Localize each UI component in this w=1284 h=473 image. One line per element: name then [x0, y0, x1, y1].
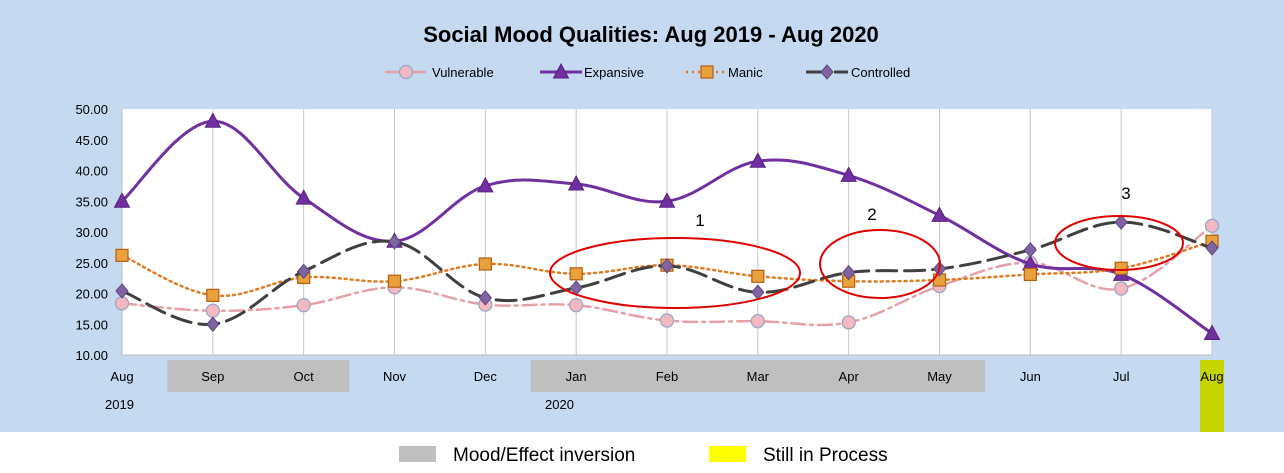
point-manic-10 — [1023, 267, 1037, 282]
shaded-band-0 — [167, 360, 350, 392]
point-manic-3 — [387, 274, 402, 288]
point-manic-5 — [569, 267, 583, 281]
x-tick-label: Dec — [474, 369, 498, 384]
y-tick-label: 40.00 — [75, 164, 108, 179]
point-expansive-4 — [476, 176, 494, 193]
y-tick-label: 35.00 — [75, 194, 108, 209]
point-controlled-1 — [206, 316, 220, 333]
y-tick-label: 25.00 — [75, 256, 108, 271]
point-vulnerable-5 — [569, 298, 584, 313]
point-manic-4 — [478, 257, 492, 271]
shaded-band-1 — [530, 360, 985, 392]
x-tick-label: Nov — [383, 369, 407, 384]
legend-marker-manic — [700, 65, 714, 79]
point-controlled-4 — [478, 290, 492, 306]
point-vulnerable-7 — [750, 314, 765, 329]
x-tick-label: Jan — [566, 369, 587, 384]
legend-marker-vulnerable — [398, 64, 414, 80]
y-tick-label: 30.00 — [75, 225, 108, 240]
annotation-ellipse-2 — [819, 229, 941, 299]
y-tick-label: 10.00 — [75, 348, 108, 363]
series-controlled — [115, 214, 1219, 333]
x-tick-label: Jun — [1020, 369, 1041, 384]
legend-item-expansive: Expansive — [540, 62, 644, 80]
annotation-label-3: 3 — [1121, 184, 1130, 203]
annotation-label-2: 2 — [867, 205, 876, 224]
legend-label-expansive: Expansive — [584, 65, 644, 80]
point-controlled-10 — [1023, 242, 1037, 258]
legend-item-manic: Manic — [686, 65, 763, 80]
point-controlled-2 — [297, 263, 311, 280]
point-expansive-7 — [749, 152, 767, 168]
shaded-band-2 — [1200, 360, 1224, 432]
point-vulnerable-8 — [841, 315, 856, 330]
point-expansive-9 — [931, 206, 948, 222]
legend-label-manic: Manic — [728, 65, 763, 80]
legend-label-vulnerable: Vulnerable — [432, 65, 494, 80]
y-tick-label: 50.00 — [75, 102, 108, 117]
year-label: 2019 — [105, 397, 134, 412]
point-expansive-6 — [658, 192, 676, 208]
x-tick-label: Feb — [656, 369, 678, 384]
year-label: 2020 — [545, 397, 574, 412]
annotation-label-1: 1 — [695, 211, 704, 230]
inversion-swatch — [399, 446, 436, 462]
legend-marker-expansive — [552, 62, 570, 79]
process-legend-label: Still in Process — [763, 445, 888, 466]
legend-label-controlled: Controlled — [851, 65, 910, 80]
point-vulnerable-11 — [1114, 281, 1129, 296]
point-expansive-0 — [113, 192, 131, 208]
point-controlled-0 — [115, 283, 129, 299]
point-expansive-2 — [295, 189, 313, 205]
legend-item-controlled: Controlled — [806, 64, 910, 80]
x-tick-label: Mar — [747, 369, 770, 384]
x-tick-label: Aug — [1200, 369, 1223, 384]
point-expansive-1 — [204, 112, 222, 128]
annotation-ellipse-3 — [1054, 215, 1184, 271]
process-swatch — [709, 446, 746, 462]
point-manic-1 — [206, 288, 220, 302]
point-controlled-12 — [1205, 240, 1219, 256]
inversion-legend-label: Mood/Effect inversion — [453, 445, 635, 466]
x-tick-label: Apr — [839, 369, 860, 384]
point-vulnerable-6 — [659, 313, 675, 328]
x-tick-label: Oct — [294, 369, 315, 384]
y-tick-label: 45.00 — [75, 133, 108, 148]
point-vulnerable-2 — [296, 298, 311, 313]
x-tick-label: May — [927, 369, 952, 384]
point-controlled-3 — [387, 234, 402, 250]
x-tick-label: Sep — [201, 369, 224, 384]
series-vulnerable — [114, 218, 1220, 330]
point-manic-0 — [115, 248, 129, 262]
legend-marker-controlled — [820, 64, 834, 80]
point-vulnerable-1 — [205, 303, 220, 318]
point-manic-11 — [1114, 261, 1128, 275]
point-controlled-11 — [1114, 214, 1128, 230]
point-vulnerable-12 — [1204, 218, 1220, 234]
point-controlled-6 — [660, 258, 674, 274]
x-tick-label: Jul — [1113, 369, 1130, 384]
legend-item-vulnerable: Vulnerable — [385, 64, 494, 80]
chart-title: Social Mood Qualities: Aug 2019 - Aug 20… — [423, 22, 879, 47]
point-controlled-8 — [842, 264, 856, 281]
point-expansive-5 — [567, 174, 585, 191]
point-expansive-12 — [1203, 324, 1221, 340]
annotation-ellipse-1 — [549, 237, 801, 309]
y-tick-label: 15.00 — [75, 317, 108, 332]
point-manic-7 — [751, 269, 765, 283]
point-expansive-8 — [840, 166, 858, 182]
x-tick-label: Aug — [110, 369, 133, 384]
y-tick-label: 20.00 — [75, 287, 108, 302]
bottom-legend-area — [0, 432, 1284, 473]
